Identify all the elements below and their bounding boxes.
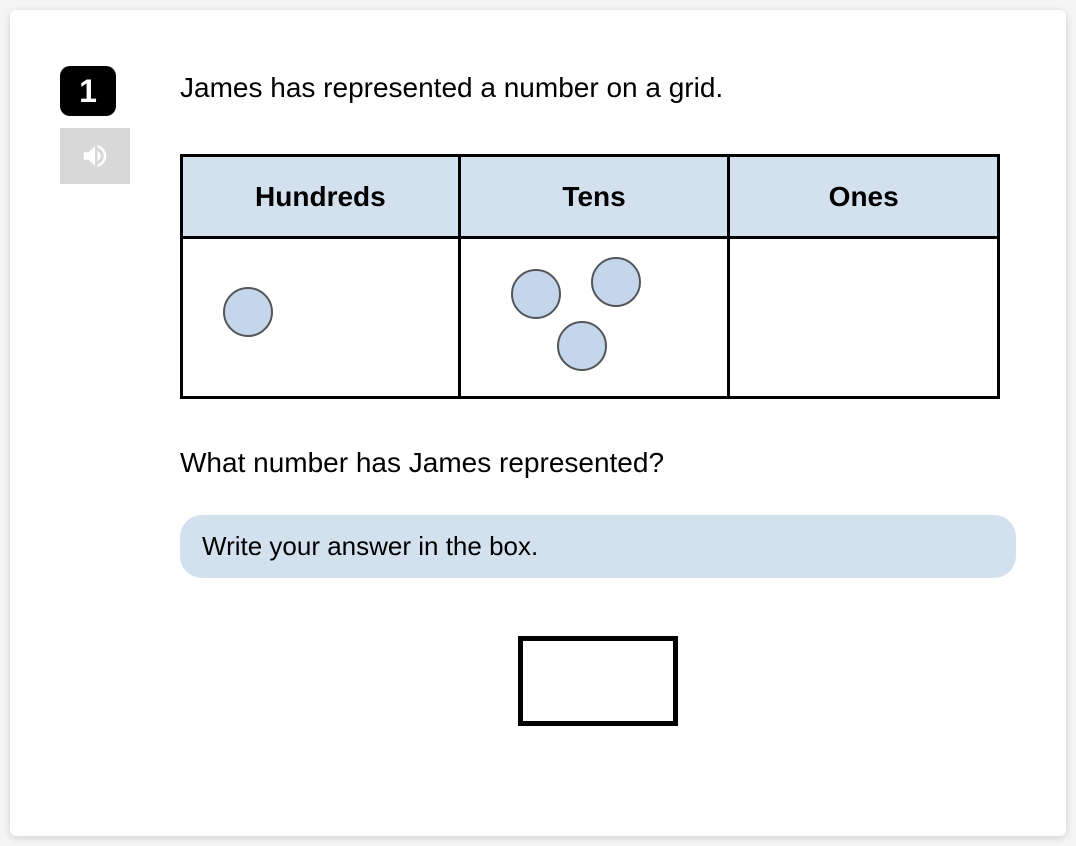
column-header-hundreds: Hundreds (182, 156, 460, 238)
table-counter-row (182, 238, 999, 398)
prompt-text: What number has James represented? (180, 447, 1016, 479)
instruction-text: Write your answer in the box. (202, 531, 538, 561)
cell-hundreds (182, 238, 460, 398)
counter-circle (557, 321, 607, 371)
answer-input[interactable] (518, 636, 678, 726)
question-content: James has represented a number on a grid… (180, 72, 1016, 726)
column-header-tens: Tens (459, 156, 729, 238)
counter-circle (511, 269, 561, 319)
left-column: 1 (60, 66, 130, 184)
cell-ones (729, 238, 999, 398)
instruction-bar: Write your answer in the box. (180, 515, 1016, 578)
place-value-table: Hundreds Tens Ones (180, 154, 1000, 399)
answer-row (180, 636, 1016, 726)
cell-tens (459, 238, 729, 398)
speaker-icon (80, 141, 110, 171)
counter-circle (591, 257, 641, 307)
intro-text: James has represented a number on a grid… (180, 72, 1016, 104)
counter-circle (223, 287, 273, 337)
table-header-row: Hundreds Tens Ones (182, 156, 999, 238)
question-number-badge: 1 (60, 66, 116, 116)
question-number-text: 1 (79, 73, 97, 110)
column-header-ones: Ones (729, 156, 999, 238)
question-card: 1 James has represented a number on a gr… (10, 10, 1066, 836)
audio-play-button[interactable] (60, 128, 130, 184)
